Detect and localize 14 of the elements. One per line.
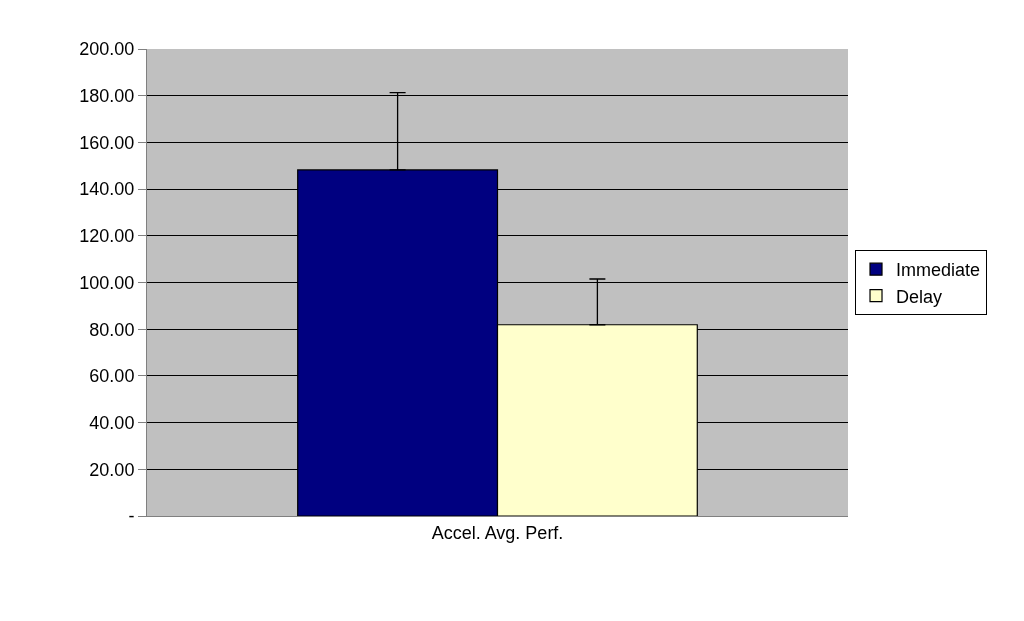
y-tick-label: 80.00	[89, 319, 135, 340]
y-tick-label: 40.00	[89, 412, 135, 433]
y-tick-label: 20.00	[89, 459, 135, 480]
x-tick-label: Accel. Avg. Perf.	[431, 522, 564, 543]
y-tick-label: 120.00	[79, 226, 135, 247]
y-tick-label: 160.00	[79, 132, 135, 153]
y-tick-label: 100.00	[79, 272, 135, 293]
legend-label: Delay	[896, 286, 943, 307]
y-tick-label: 60.00	[89, 366, 135, 387]
y-tick-label: 180.00	[79, 86, 135, 106]
legend-label: Immediate	[896, 260, 981, 281]
y-tick-label: 200.00	[79, 39, 135, 60]
y-tick-label: 140.00	[79, 179, 135, 200]
y-tick-label: -	[128, 506, 135, 527]
